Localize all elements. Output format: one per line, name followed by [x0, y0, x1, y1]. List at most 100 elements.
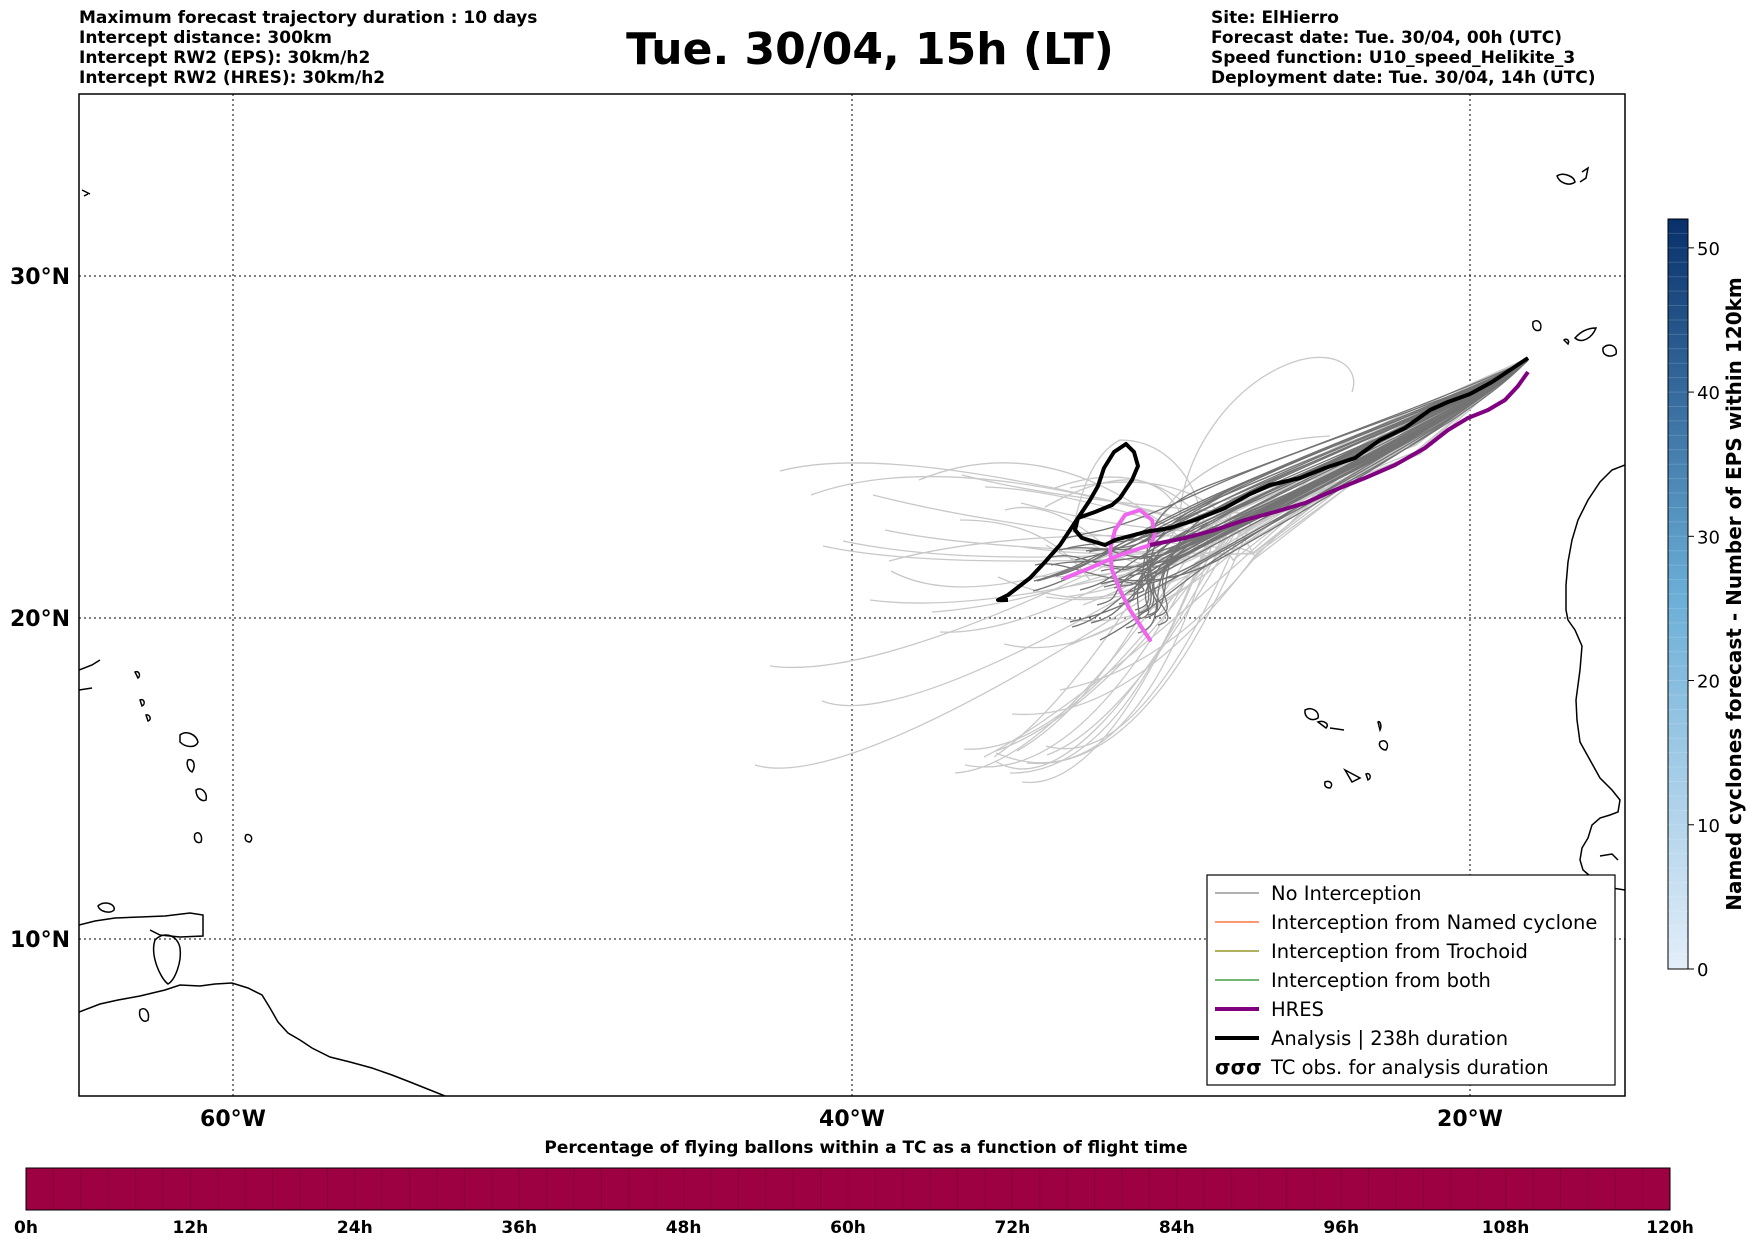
- flight-time-tick-label: 72h: [995, 1218, 1031, 1238]
- eps-track: [884, 357, 1529, 555]
- island-tobago-region: [153, 934, 182, 985]
- island-dominica: [186, 758, 195, 773]
- lat-label: 30°N: [10, 265, 70, 290]
- colorbar-tick-label: 40: [1697, 383, 1720, 404]
- lat-label: 20°N: [10, 607, 70, 632]
- eps-track: [1179, 356, 1355, 521]
- eps-track: [995, 357, 1529, 752]
- cape-verde-sal: [1377, 720, 1382, 733]
- azores: [1556, 166, 1590, 185]
- hres-early-track: [1063, 508, 1157, 642]
- flight-time-tick-label: 24h: [337, 1218, 373, 1238]
- fuerteventura: [1602, 344, 1618, 357]
- flight-time-tick-label: 36h: [501, 1218, 537, 1238]
- eps-track: [822, 357, 1529, 562]
- lat-label: 10°N: [10, 928, 70, 953]
- legend-label: Interception from Named cyclone: [1271, 911, 1597, 934]
- flight-time-colorbar: Percentage of flying ballons within a TC…: [14, 1138, 1694, 1238]
- island-aruba: [97, 902, 115, 913]
- colorbar-tick-label: 10: [1697, 816, 1720, 837]
- flight-time-tick-label: 120h: [1646, 1218, 1694, 1238]
- map-area: 30°N 20°N 10°N 60°W 40°W 20°W No Interce…: [10, 93, 1626, 1132]
- axis-labels: 30°N 20°N 10°N 60°W 40°W 20°W: [10, 265, 1503, 1132]
- eps-track: [954, 357, 1529, 774]
- colorbar-tick-label: 30: [1697, 527, 1720, 548]
- legend-item: HRES: [1215, 998, 1324, 1021]
- legend-item: No Interception: [1215, 882, 1422, 905]
- eps-track: [1059, 357, 1529, 691]
- island-trinidad: [138, 1008, 150, 1022]
- cape-verde-boa-vista: [1378, 739, 1389, 751]
- eps-track: [1069, 359, 1529, 623]
- eps-track: [869, 357, 1529, 604]
- bermuda: [81, 189, 91, 197]
- legend-box: [1206, 874, 1616, 1086]
- selvagens: [1562, 338, 1570, 346]
- island-puerto-rico: [79, 659, 101, 671]
- flight-time-tick-label: 0h: [14, 1218, 38, 1238]
- eps-track: [1137, 359, 1529, 634]
- eps-track: [1074, 439, 1201, 521]
- flight-time-tick-label: 96h: [1323, 1218, 1359, 1238]
- map-frame: [78, 93, 1626, 1097]
- eps-track: [997, 357, 1529, 599]
- west-africa-coast: [1565, 464, 1625, 891]
- eps-track: [994, 357, 1529, 770]
- hres-track: [1149, 370, 1530, 547]
- eps-track: [983, 357, 1529, 758]
- legend-label: HRES: [1271, 998, 1324, 1021]
- cyclone-symbols-icon: σσσ: [1215, 1055, 1262, 1079]
- eps-track: [1069, 357, 1529, 646]
- info-line: Deployment date: Tue. 30/04, 14h (UTC): [1211, 68, 1596, 88]
- eps-track: [939, 357, 1529, 633]
- info-line: Intercept distance: 300km: [79, 28, 332, 48]
- eps-track: [1138, 359, 1529, 568]
- site-parameters: Site: ElHierro Forecast date: Tue. 30/04…: [1211, 8, 1596, 88]
- legend-item: Analysis | 238h duration: [1215, 1027, 1508, 1050]
- colorbar-tick-label: 50: [1697, 239, 1720, 260]
- flight-time-tick-label: 48h: [666, 1218, 702, 1238]
- eps-track: [872, 357, 1529, 550]
- legend-label: Interception from Trochoid: [1271, 940, 1528, 963]
- eps-track: [1004, 506, 1121, 561]
- flight-time-tick-label: 84h: [1159, 1218, 1195, 1238]
- eps-track: [821, 357, 1529, 707]
- lon-label: 40°W: [819, 1107, 885, 1132]
- eps-track: [1009, 357, 1529, 774]
- colorbar-tick-label: 0: [1697, 960, 1708, 981]
- eps-track: [984, 357, 1529, 554]
- forecast-parameters: Maximum forecast trajectory duration : 1…: [79, 8, 537, 88]
- colorbar-gradient: [1667, 218, 1689, 970]
- lon-label: 20°W: [1437, 1107, 1503, 1132]
- island-martinique: [195, 788, 208, 802]
- info-line: Intercept RW2 (HRES): 30km/h2: [79, 68, 386, 88]
- island-virgin: [79, 687, 93, 691]
- trajectory-layer: [754, 356, 1530, 784]
- coastlines: [79, 166, 1625, 1096]
- eps-track: [1118, 359, 1529, 605]
- eps-track: [1138, 359, 1529, 614]
- legend-item: Interception from both: [1215, 969, 1491, 992]
- eps-track: [769, 357, 1529, 669]
- tenerife: [1573, 327, 1598, 342]
- info-line: Forecast date: Tue. 30/04, 00h (UTC): [1211, 28, 1562, 48]
- flight-time-bar: [25, 1167, 1671, 1211]
- eps-track: [1099, 359, 1529, 641]
- info-line: Site: ElHierro: [1211, 8, 1339, 28]
- flight-time-tick-label: 60h: [830, 1218, 866, 1238]
- island-guadeloupe: [179, 732, 199, 748]
- south-america-coast: [79, 982, 446, 1096]
- eps-track: [1100, 359, 1529, 585]
- info-line: Speed function: U10_speed_Helikite_3: [1211, 48, 1576, 68]
- info-line: Intercept RW2 (EPS): 30km/h2: [79, 48, 371, 68]
- eps-track: [1053, 357, 1529, 622]
- legend-label: TC obs. for analysis duration: [1270, 1056, 1549, 1079]
- legend-item: Interception from Trochoid: [1215, 940, 1528, 963]
- cap-vert-coast: [1599, 853, 1619, 861]
- island-st-lucia: [193, 831, 203, 844]
- lesser-antilles-islets: [133, 670, 151, 722]
- info-line: Maximum forecast trajectory duration : 1…: [79, 8, 538, 28]
- colorbar-tick-label: 20: [1697, 672, 1720, 693]
- legend-label: Analysis | 238h duration: [1271, 1027, 1508, 1050]
- flight-time-tick-label: 12h: [173, 1218, 209, 1238]
